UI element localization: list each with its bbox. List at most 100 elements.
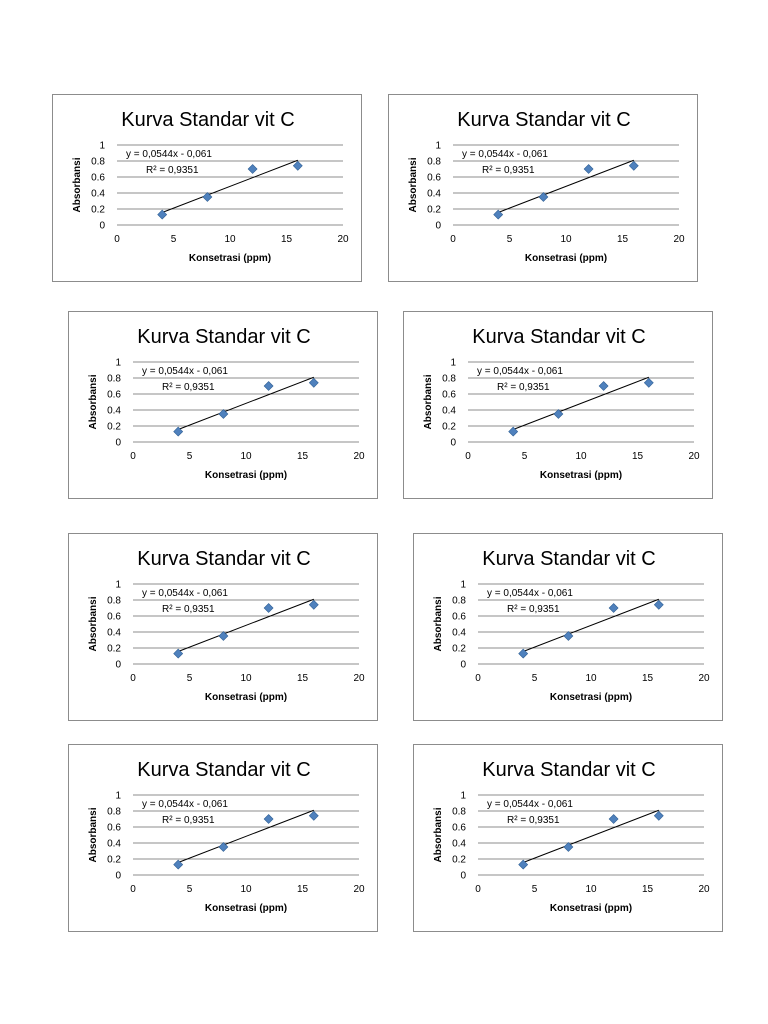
data-point (218, 409, 229, 419)
y-tick-label: 0.4 (452, 839, 466, 850)
x-tick-label: 5 (532, 884, 538, 895)
trendline-equation: y = 0,0544x - 0,061 (142, 366, 228, 377)
x-tick-label: 20 (698, 673, 710, 684)
y-tick-label: 0.6 (107, 390, 121, 401)
scatter-plot-svg: Kurva Standar vit C00.20.40.60.810 5 10 15 2… (88, 759, 365, 914)
scatter-plot-svg: Kurva Standar vit C00.20.40.60.810 5 10 15 2… (423, 326, 700, 481)
chart-title: Kurva Standar vit C (137, 759, 310, 781)
x-tick-label: 0 (475, 884, 481, 895)
data-point (308, 599, 319, 610)
chart-panel-6: Kurva Standar vit C 0 0.2 0.4 0.6 0.8 1 0 5 10 15 2… (413, 533, 723, 721)
scatter-plot-svg: Kurva Standar vit C00.20.40.60.810 5 10 15 2… (408, 109, 685, 264)
x-tick-label: 0 (130, 884, 136, 895)
data-point (653, 810, 664, 821)
x-axis-title: Konsetrasi (ppm) (205, 692, 287, 703)
trendline (178, 809, 314, 863)
r-squared-label: R² = 0,9351 (507, 604, 560, 615)
x-tick-label: 15 (642, 884, 654, 895)
data-point (173, 426, 184, 437)
x-tick-label: 15 (281, 234, 293, 245)
data-point (247, 164, 258, 174)
trendline-equation: y = 0,0544x - 0,061 (487, 799, 573, 810)
data-point (563, 631, 574, 641)
trendline (513, 376, 649, 430)
r-squared-label: R² = 0,9351 (507, 815, 560, 826)
data-point (583, 164, 594, 174)
y-tick-label: 0.2 (91, 205, 105, 216)
x-tick-label: 0 (114, 234, 120, 245)
data-point (493, 209, 504, 220)
y-tick-label: 0.8 (452, 596, 466, 607)
x-axis-title: Konsetrasi (ppm) (205, 903, 287, 914)
y-tick-label: 0 (450, 438, 456, 449)
x-axis-title: Konsetrasi (ppm) (525, 253, 607, 264)
x-tick-label: 20 (353, 884, 365, 895)
x-axis-title: Konsetrasi (ppm) (550, 692, 632, 703)
y-tick-label: 1 (115, 580, 121, 591)
y-tick-label: 0 (99, 221, 105, 232)
data-point (173, 859, 184, 870)
y-tick-label: 0.4 (91, 189, 105, 200)
x-tick-label: 5 (187, 673, 193, 684)
y-axis-title: Absorbansi (433, 807, 444, 862)
data-point (538, 192, 549, 202)
data-point (508, 426, 519, 437)
r-squared-label: R² = 0,9351 (162, 815, 215, 826)
trendline (523, 809, 659, 863)
x-tick-label: 0 (130, 673, 136, 684)
x-tick-label: 20 (353, 451, 365, 462)
x-tick-label: 5 (507, 234, 513, 245)
x-tick-label: 10 (224, 234, 236, 245)
trendline (523, 598, 659, 652)
r-squared-label: R² = 0,9351 (482, 165, 535, 176)
trendline (162, 159, 298, 213)
scatter-plot-svg: Kurva Standar vit C00.20.40.60.810 5 10 15 2… (433, 759, 710, 914)
y-axis-title: Absorbansi (408, 157, 419, 212)
y-tick-label: 0.2 (427, 205, 441, 216)
x-tick-label: 20 (698, 884, 710, 895)
x-tick-label: 20 (673, 234, 685, 245)
data-point (292, 160, 303, 171)
y-tick-label: 0.4 (427, 189, 441, 200)
x-tick-label: 20 (688, 451, 700, 462)
x-tick-label: 5 (171, 234, 177, 245)
trendline-equation: y = 0,0544x - 0,061 (126, 149, 212, 160)
data-point (518, 859, 529, 870)
scatter-plot-svg: Kurva Standar vit C00.20.40.60.810 5 10 15 2… (72, 109, 349, 264)
x-tick-label: 15 (632, 451, 644, 462)
y-tick-label: 0.4 (107, 406, 121, 417)
y-tick-label: 0.8 (107, 374, 121, 385)
x-tick-label: 20 (337, 234, 349, 245)
y-tick-label: 0.6 (452, 612, 466, 623)
y-tick-label: 0.8 (107, 807, 121, 818)
trendline (498, 159, 634, 213)
x-tick-label: 10 (585, 884, 597, 895)
y-tick-label: 0.2 (452, 644, 466, 655)
data-point (173, 648, 184, 659)
y-tick-label: 0 (115, 660, 121, 671)
trendline-equation: y = 0,0544x - 0,061 (487, 588, 573, 599)
r-squared-label: R² = 0,9351 (146, 165, 199, 176)
x-tick-label: 15 (297, 884, 309, 895)
y-tick-label: 0.6 (107, 612, 121, 623)
data-point (202, 192, 213, 202)
y-tick-label: 0.8 (442, 374, 456, 385)
scatter-plot-svg: Kurva Standar vit C00.20.40.60.810 5 10 15 2… (88, 326, 365, 481)
data-point (263, 381, 274, 391)
y-tick-label: 0.8 (107, 596, 121, 607)
y-tick-label: 0.8 (91, 157, 105, 168)
y-tick-label: 1 (435, 141, 441, 152)
x-tick-label: 10 (240, 451, 252, 462)
y-tick-label: 0.2 (452, 855, 466, 866)
y-tick-label: 0 (460, 871, 466, 882)
x-tick-label: 10 (585, 673, 597, 684)
y-tick-label: 1 (460, 791, 466, 802)
chart-title: Kurva Standar vit C (121, 109, 294, 131)
y-tick-label: 0 (435, 221, 441, 232)
y-tick-label: 0 (115, 871, 121, 882)
y-tick-label: 0.4 (452, 628, 466, 639)
data-point (263, 603, 274, 613)
y-axis-title: Absorbansi (433, 596, 444, 651)
x-axis-title: Konsetrasi (ppm) (550, 903, 632, 914)
x-tick-label: 10 (240, 884, 252, 895)
